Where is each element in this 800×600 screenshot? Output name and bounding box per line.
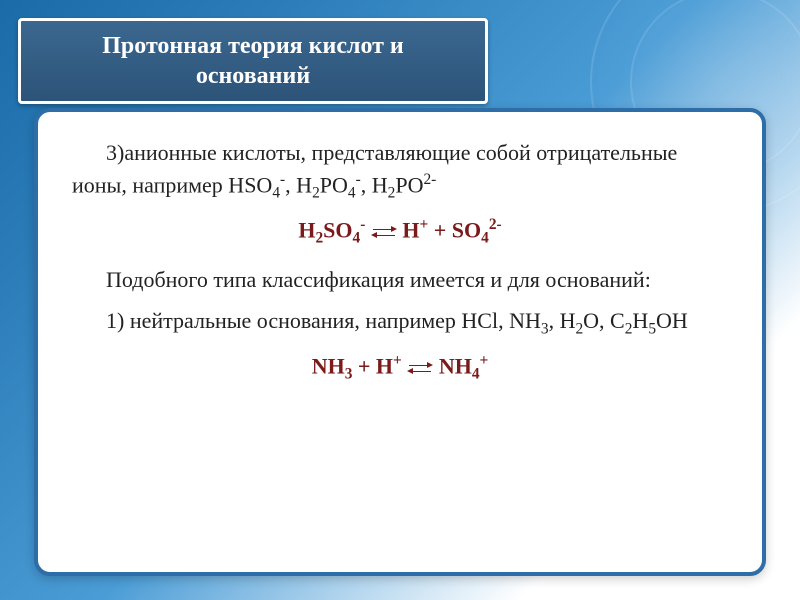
equation-1: H2SO4- H+ + SO42- xyxy=(72,214,728,249)
slide-title: Протонная теория кислот и оснований xyxy=(102,33,404,89)
content-card: 3)анионные кислоты, представляющие собой… xyxy=(34,108,766,576)
equation-2: NH3 + H+ NH4+ xyxy=(72,350,728,385)
title-bar: Протонная теория кислот и оснований xyxy=(18,18,488,104)
equilibrium-arrow-icon xyxy=(407,357,433,379)
paragraph-3: 1) нейтральные основания, например HCl, … xyxy=(72,306,728,340)
paragraph-2: Подобного типа классификация имеется и д… xyxy=(72,265,728,296)
paragraph-1: 3)анионные кислоты, представляющие собой… xyxy=(72,138,728,204)
equilibrium-arrow-icon xyxy=(371,221,397,243)
